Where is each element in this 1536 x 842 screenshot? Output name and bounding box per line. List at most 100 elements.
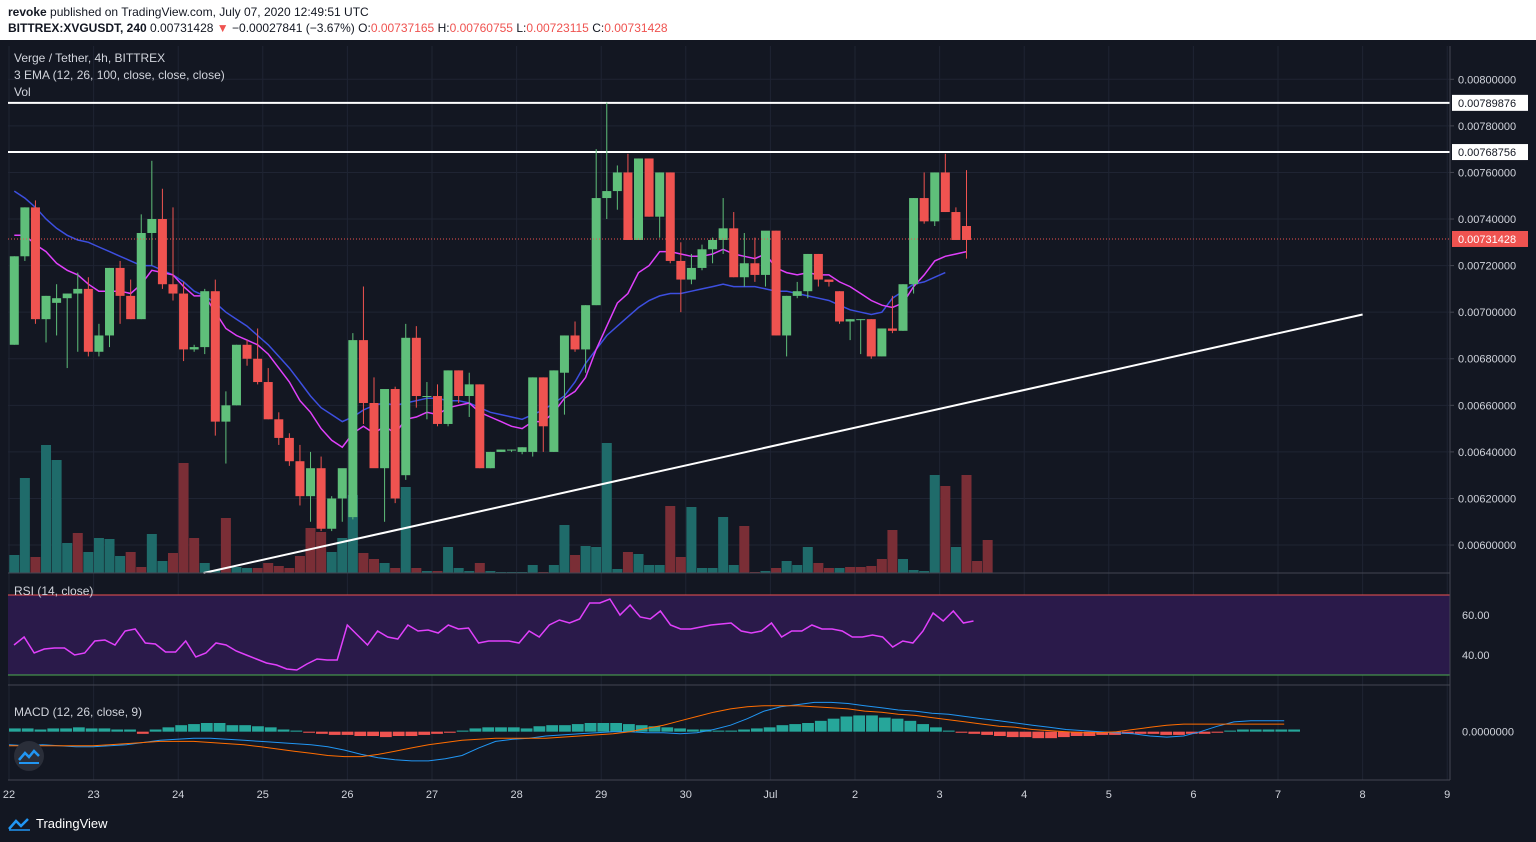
macd-bar bbox=[930, 727, 942, 732]
volume-bar bbox=[802, 547, 813, 573]
candle-body bbox=[655, 172, 665, 217]
volume-bar bbox=[855, 567, 866, 573]
candle-body bbox=[570, 335, 580, 350]
volume-bar bbox=[972, 561, 983, 573]
macd-bar bbox=[328, 731, 341, 735]
candle-body bbox=[877, 328, 887, 357]
candle-body bbox=[242, 344, 252, 359]
volume-bar bbox=[612, 569, 623, 573]
macd-bar bbox=[866, 715, 878, 732]
rsi-line bbox=[13, 598, 974, 671]
candle-body bbox=[73, 288, 83, 294]
volume-bar bbox=[157, 561, 168, 573]
volume-bar bbox=[358, 553, 369, 573]
volume-bar bbox=[104, 539, 115, 573]
macd-bar bbox=[725, 730, 738, 732]
volume-bar bbox=[728, 565, 739, 573]
candle-body bbox=[231, 344, 241, 406]
volume-bar bbox=[189, 538, 200, 573]
macd-bar bbox=[1096, 731, 1109, 735]
candle-body bbox=[62, 293, 72, 299]
macd-bar bbox=[674, 728, 686, 732]
macd-bar bbox=[72, 727, 85, 732]
price-tick-label: 0.00600000 bbox=[1458, 540, 1516, 552]
macd-bar bbox=[252, 726, 264, 732]
macd-bar bbox=[9, 728, 21, 732]
macd-bar bbox=[1045, 731, 1057, 739]
rsi-tick-label: 40.00 bbox=[1462, 650, 1490, 662]
signal-line bbox=[9, 705, 1285, 758]
macd-bar bbox=[635, 725, 648, 732]
level-tag-label: 0.00789876 bbox=[1458, 98, 1516, 110]
volume-bar bbox=[961, 475, 972, 573]
macd-bar bbox=[559, 725, 571, 732]
time-tick-label: 9 bbox=[1444, 789, 1450, 801]
candles bbox=[9, 102, 971, 532]
macd-bar bbox=[1185, 731, 1198, 734]
macd-legend: MACD (12, 26, close, 9) bbox=[14, 705, 142, 719]
macd-bar bbox=[1198, 731, 1211, 734]
macd-bar bbox=[354, 731, 367, 736]
macd-bar bbox=[469, 728, 482, 732]
level-tag bbox=[1452, 144, 1528, 161]
candle-body bbox=[147, 219, 157, 233]
macd-bar bbox=[1262, 729, 1275, 732]
macd-bar bbox=[1109, 731, 1121, 735]
close-label: C: bbox=[592, 21, 605, 35]
volume-bar bbox=[19, 478, 30, 573]
volume-bar bbox=[898, 559, 909, 573]
macd-bar bbox=[379, 731, 392, 738]
publisher-name[interactable]: revoke bbox=[8, 5, 47, 19]
low-label: L: bbox=[516, 21, 527, 35]
candle-body bbox=[887, 328, 897, 331]
macd-bar bbox=[47, 728, 60, 732]
candle-body bbox=[538, 377, 548, 427]
volume-bar bbox=[326, 552, 337, 573]
tradingview-brand[interactable]: TradingView bbox=[8, 816, 108, 831]
candle-body bbox=[136, 232, 146, 320]
macd-bar bbox=[1070, 731, 1083, 736]
candle-body bbox=[422, 396, 432, 398]
macd-bar bbox=[942, 730, 955, 732]
candle-body bbox=[20, 207, 30, 257]
candle-body bbox=[866, 319, 876, 357]
candle-body bbox=[210, 291, 220, 422]
macd-bar bbox=[968, 731, 981, 734]
volume-bar bbox=[739, 526, 750, 573]
candle-body bbox=[760, 230, 770, 275]
macd-bar bbox=[712, 730, 725, 732]
macd-bar bbox=[111, 729, 124, 732]
last-price-tag-label: 0.00731428 bbox=[1458, 234, 1516, 246]
low-value: 0.00723115 bbox=[526, 21, 589, 35]
volume-bar bbox=[675, 557, 686, 573]
candle-body bbox=[401, 337, 411, 476]
macd-bar bbox=[1006, 731, 1019, 738]
level-tag bbox=[1452, 94, 1528, 111]
macd-bar bbox=[686, 729, 699, 732]
macd-bar bbox=[1083, 731, 1096, 736]
chart-canvas[interactable]: 0.00800000 0.00780000 0.00760000 0.00740000… bbox=[0, 40, 1536, 806]
volume-bar bbox=[347, 495, 358, 573]
candle-body bbox=[380, 389, 390, 469]
volume-bar bbox=[644, 565, 655, 573]
candle-body bbox=[634, 158, 644, 240]
macd-bar bbox=[955, 731, 968, 733]
price-tick-label: 0.00780000 bbox=[1458, 121, 1516, 133]
volume-bar bbox=[390, 568, 401, 573]
publish-line: revoke published on TradingView.com, Jul… bbox=[8, 5, 369, 19]
macd-bar bbox=[891, 718, 904, 732]
macd-bar bbox=[392, 731, 405, 736]
candle-body bbox=[485, 451, 495, 469]
macd-bar bbox=[1288, 729, 1300, 732]
candle-body bbox=[253, 358, 263, 383]
volume-bar bbox=[199, 563, 210, 573]
volume-bar bbox=[453, 568, 464, 573]
macd-bar bbox=[85, 728, 98, 732]
macd-bar bbox=[405, 731, 418, 736]
volume-bar bbox=[929, 475, 940, 573]
candle-body bbox=[94, 335, 104, 352]
trendline[interactable] bbox=[203, 313, 1363, 574]
macd-bar bbox=[1224, 730, 1237, 732]
volume-bar bbox=[570, 555, 581, 573]
candle-body bbox=[348, 340, 358, 518]
